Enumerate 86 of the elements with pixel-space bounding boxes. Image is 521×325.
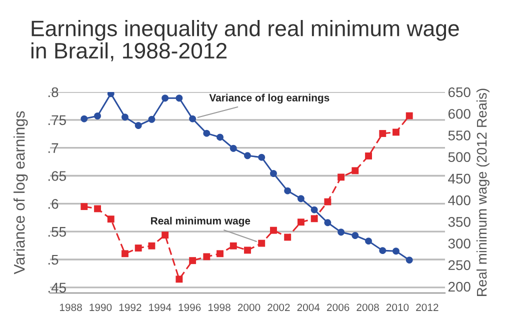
y2-tick-label: 550: [448, 130, 470, 140]
x-tick-label: 2006: [327, 304, 350, 312]
y2-tick-label: 400: [448, 195, 470, 206]
point: [352, 232, 359, 239]
point: [270, 226, 277, 234]
point: [297, 195, 304, 202]
point: [122, 114, 128, 121]
point: [258, 154, 266, 161]
point: [324, 219, 332, 226]
point: [379, 130, 386, 137]
point: [352, 167, 359, 174]
y-axis-title: Variance of log earnings: [14, 111, 28, 274]
series-label: Real minimum wage: [151, 216, 250, 227]
point: [258, 240, 266, 247]
point: [216, 134, 224, 141]
point: [297, 218, 304, 226]
x-tick-label: 2002: [268, 304, 290, 312]
x-tick-label: 1990: [90, 304, 112, 312]
point: [338, 174, 345, 181]
point: [365, 238, 372, 245]
point: [176, 276, 183, 283]
point: [80, 203, 88, 210]
y-tick-label: .65: [48, 171, 66, 181]
point: [406, 112, 413, 120]
point: [324, 198, 332, 206]
point: [162, 232, 169, 239]
y2-tick-label: 200: [448, 282, 470, 292]
point: [379, 247, 386, 254]
x-tick-label: 2012: [416, 304, 438, 312]
y-tick-label: .8: [48, 87, 58, 98]
x-tick-label: 1994: [149, 304, 172, 312]
point: [94, 112, 101, 120]
y2-tick-label: 450: [448, 174, 470, 184]
point: [94, 205, 101, 212]
point: [392, 248, 400, 255]
point: [162, 94, 169, 102]
point: [134, 122, 142, 129]
y2-tick-label: 500: [448, 152, 470, 162]
point: [148, 116, 156, 123]
point: [107, 216, 114, 223]
point: [406, 256, 413, 264]
point: [203, 130, 210, 137]
x-tick-label: 1992: [119, 304, 142, 312]
point: [310, 215, 318, 222]
point: [134, 244, 142, 252]
y-tick-label: .55: [48, 227, 66, 237]
y2-tick-label: 300: [448, 238, 470, 248]
y2-tick-label: 350: [448, 217, 470, 227]
x-tick-label: 1988: [60, 304, 82, 312]
x-tick-label: 2004: [297, 304, 320, 312]
point: [310, 206, 318, 214]
y2-tick-label: 600: [448, 108, 470, 119]
x-tick-label: 1996: [178, 304, 201, 312]
point: [189, 115, 196, 122]
point: [148, 242, 156, 250]
point: [176, 94, 183, 102]
y2-tick-label: 250: [448, 260, 470, 270]
y-tick-label: .6: [48, 199, 58, 209]
point: [107, 92, 114, 98]
point: [80, 115, 88, 122]
point: [270, 170, 277, 177]
x-tick-label: 2000: [238, 304, 260, 312]
point: [244, 152, 251, 160]
point: [216, 250, 224, 258]
point: [230, 242, 237, 250]
point: [392, 128, 400, 136]
point: [365, 152, 372, 160]
point: [244, 246, 251, 254]
point: [284, 187, 292, 194]
y-tick-label: .45: [48, 282, 66, 293]
point: [122, 250, 128, 258]
point: [189, 257, 196, 264]
chart-title: Earnings inequality and real minimum wage in Brazil, 1988-2012: [31, 20, 459, 62]
x-tick-label: 2010: [386, 304, 409, 312]
y-tick-label: .75: [48, 115, 66, 126]
y2-tick-label: 650: [448, 87, 470, 98]
x-tick-label: 1998: [208, 304, 230, 312]
point: [203, 253, 210, 260]
x-tick-label: 2008: [356, 304, 379, 312]
y2-axis-title: Real minimum wage (2012 Reais): [476, 88, 490, 296]
point: [230, 144, 237, 152]
series-label: Variance of log earnings: [209, 94, 330, 104]
y-tick-label: .5: [48, 254, 58, 265]
point: [338, 228, 345, 236]
y-tick-label: .7: [48, 143, 58, 153]
point: [284, 234, 292, 241]
